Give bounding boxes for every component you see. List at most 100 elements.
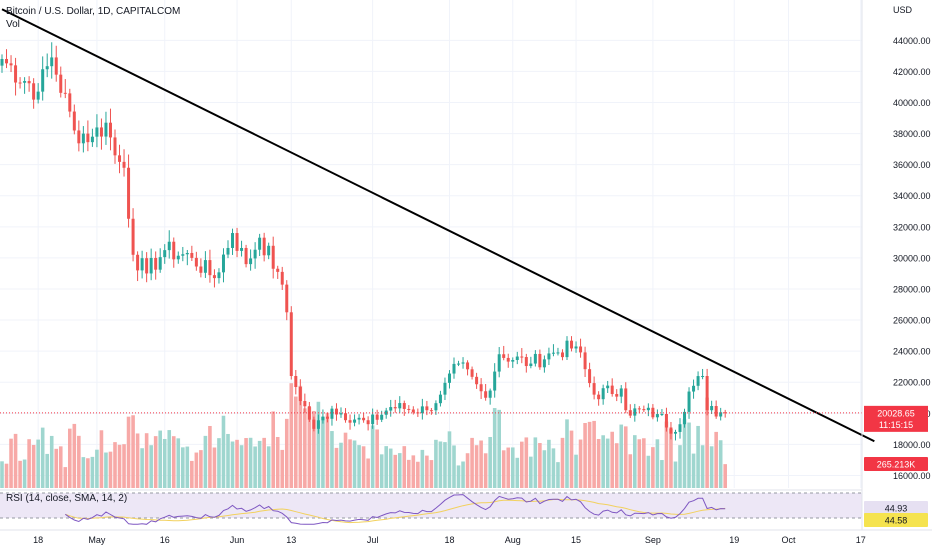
candle-body [475, 376, 479, 385]
volume-bar [470, 437, 474, 488]
volume-bar [357, 445, 361, 488]
candle-body [185, 252, 189, 255]
candle-body [321, 416, 325, 421]
candle-body [574, 346, 578, 349]
candle-body [524, 357, 528, 367]
volume-bar [45, 453, 49, 488]
candle-body [267, 245, 271, 256]
volume-bar [117, 444, 122, 488]
candle-body [542, 359, 546, 368]
rsi-sma-line [65, 498, 726, 524]
candle-body [493, 371, 497, 391]
volume-bar [167, 430, 172, 488]
volume-bar [181, 447, 185, 488]
candle-body [312, 419, 316, 429]
volume-bar [303, 408, 307, 488]
volume-bar [203, 435, 208, 488]
candle-body [113, 137, 117, 156]
candle-body [285, 284, 289, 313]
candle-body [389, 407, 393, 411]
candle-body [45, 66, 49, 70]
candle-body [181, 254, 185, 256]
candle-body [425, 406, 429, 411]
axis-tags: 20028.65 11:15:15 265.213K 44.93 44.58 [864, 405, 928, 527]
candle-body [145, 258, 149, 274]
candle-body [655, 414, 659, 418]
price-tick-label: 16000.00 [893, 471, 931, 481]
rsi-band [0, 493, 862, 518]
price-tick-label: 30000.00 [893, 253, 931, 263]
rsi-value-tag-text: 44.93 [885, 504, 908, 514]
volume-bar [221, 415, 226, 488]
volume-bar [190, 460, 194, 488]
candle-body [348, 420, 352, 423]
volume-bar [0, 461, 4, 488]
volume-bar [370, 425, 375, 488]
time-tick-label: 18 [33, 535, 43, 545]
volume-bar [429, 460, 434, 488]
volume-bar [614, 443, 619, 488]
candle-body [511, 359, 515, 362]
volume-bar [718, 440, 723, 488]
volume-bar [280, 449, 285, 488]
candle-body [407, 408, 411, 410]
candle-body [330, 408, 334, 419]
candle-body [696, 376, 700, 386]
last-price-tag [864, 405, 928, 432]
volume-bar [524, 437, 529, 488]
volume-bar [691, 453, 696, 488]
volume-bar [479, 440, 483, 488]
candle-body [497, 354, 501, 372]
volume-bar [447, 431, 452, 488]
candle-body [366, 420, 370, 425]
volume-bar [239, 445, 244, 488]
time-tick-label: Aug [505, 535, 521, 545]
candle-body [27, 81, 31, 84]
volume-bar [171, 436, 176, 488]
candle-body [199, 266, 203, 273]
volume-bar [705, 397, 709, 488]
time-tick-label: Oct [781, 535, 796, 545]
candle-body [443, 382, 447, 395]
candle-body [0, 58, 4, 66]
volume-bar [158, 430, 162, 488]
volume-bar [669, 428, 673, 488]
candle-body [357, 417, 361, 420]
candle-body [86, 133, 90, 143]
chart-title: Bitcoin / U.S. Dollar, 1D, CAPITALCOM [6, 6, 181, 17]
volume-bar [601, 435, 605, 488]
candle-body [515, 356, 519, 360]
candle-body [362, 417, 366, 421]
volume-bar [393, 454, 398, 488]
volume-bar [284, 418, 289, 488]
price-tick-label: 34000.00 [893, 191, 931, 201]
candle-body [429, 410, 433, 412]
volume-bar [68, 428, 72, 488]
volume-bar [72, 423, 77, 488]
volume-bar [212, 447, 217, 488]
candle-body [692, 385, 696, 392]
volume-bar [592, 420, 596, 488]
volume-bar [587, 421, 592, 488]
candle-body [565, 340, 569, 358]
volume-bar [135, 433, 140, 488]
price-axis: 16000.0018000.0020000.0022000.0024000.00… [861, 0, 931, 530]
candle-body [529, 363, 533, 367]
candle-body [520, 356, 524, 358]
trendline [1, 8, 875, 443]
candle-body [660, 413, 664, 415]
candle-body [140, 258, 144, 271]
volume-bar [27, 439, 31, 488]
candle-body [325, 416, 329, 419]
candle-body [570, 340, 574, 349]
volume-bar [687, 422, 691, 488]
volume-bar [235, 439, 239, 488]
candle-body [258, 237, 262, 250]
volume-bar [682, 419, 687, 488]
volume-bar [4, 463, 9, 488]
candle-body [624, 388, 628, 411]
price-tick-label: 36000.00 [893, 160, 931, 170]
volume-bar [642, 438, 646, 488]
